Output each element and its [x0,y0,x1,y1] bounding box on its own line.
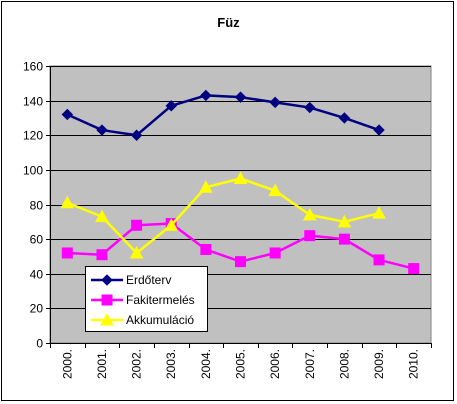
y-tick-label: 140 [23,95,43,109]
series-0 [61,89,385,141]
data-point [302,207,317,221]
x-tick-label: 2000. [60,349,74,379]
x-tick-label: 2004. [199,349,213,379]
data-point [96,249,108,261]
x-tick-label: 2003. [164,349,178,379]
data-point [338,233,350,245]
data-point [408,263,420,275]
y-axis-ticks: 0 20 40 60 80 100 120 140 160 [23,60,50,351]
y-tick-label: 80 [30,199,44,213]
data-point [61,247,73,259]
data-point [199,180,213,193]
data-point [60,195,75,209]
x-tick-label: 2005. [234,349,248,379]
y-tick-label: 40 [30,268,44,282]
data-point [130,129,143,141]
x-tick-label: 2009. [372,349,386,379]
legend-item-erdoterv: Erdőterv [90,270,208,290]
legend-label-akkumulacio: Akkumuláció [126,313,195,327]
legend-item-fakitermeles: Fakitermelés [90,290,208,310]
data-point [235,256,246,268]
data-point [372,206,386,219]
x-tick-label: 2002. [130,349,144,379]
data-point [96,124,108,136]
legend-item-akkumulacio: Akkumuláció [90,310,208,330]
x-tick-label: 2008. [337,349,351,379]
data-point [304,101,316,114]
y-tick-label: 20 [30,302,44,316]
series-1 [61,218,420,275]
legend: Erdőterv Fakitermelés Akkumuláció [85,266,208,332]
data-point [269,96,281,109]
data-point [373,124,385,136]
series-layer [60,89,420,275]
y-tick-label: 100 [23,164,43,178]
data-point [200,89,212,102]
data-point [337,214,352,228]
chart-title: Füz [217,15,240,30]
y-tick-label: 60 [30,233,44,247]
series-line [66,177,380,255]
legend-swatch-erdoterv [91,274,123,286]
series-line [66,94,380,137]
legend-swatch-fakitermeles [91,294,123,306]
legend-label-fakitermeles: Fakitermelés [126,293,195,307]
data-point [61,108,74,121]
data-point [373,254,385,266]
data-point [268,183,282,197]
x-tick-label: 2001. [95,349,109,379]
data-point [164,218,179,231]
axes [50,66,431,344]
data-point [233,171,248,185]
series-2 [60,171,386,259]
data-point [269,247,281,259]
legend-label-erdoterv: Erdőterv [126,273,172,287]
gridlines [50,66,431,309]
x-tick-label: 2010. [407,349,421,379]
data-point [165,100,177,112]
data-point [200,244,212,256]
x-tick-label: 2006. [268,349,282,379]
data-point [129,245,144,259]
y-tick-label: 0 [36,337,43,351]
y-tick-label: 120 [23,129,43,143]
data-point [338,112,351,124]
x-axis-ticks: 2000. 2001. 2002. 2003. 2004. 2005. 2006. 2007.… [50,343,432,379]
data-point [131,219,143,231]
data-point [304,230,316,242]
x-tick-label: 2007. [303,349,317,379]
legend-swatch-akkumulacio [91,312,123,326]
data-point [95,209,109,223]
y-tick-label: 160 [23,60,43,74]
data-point [234,91,247,103]
